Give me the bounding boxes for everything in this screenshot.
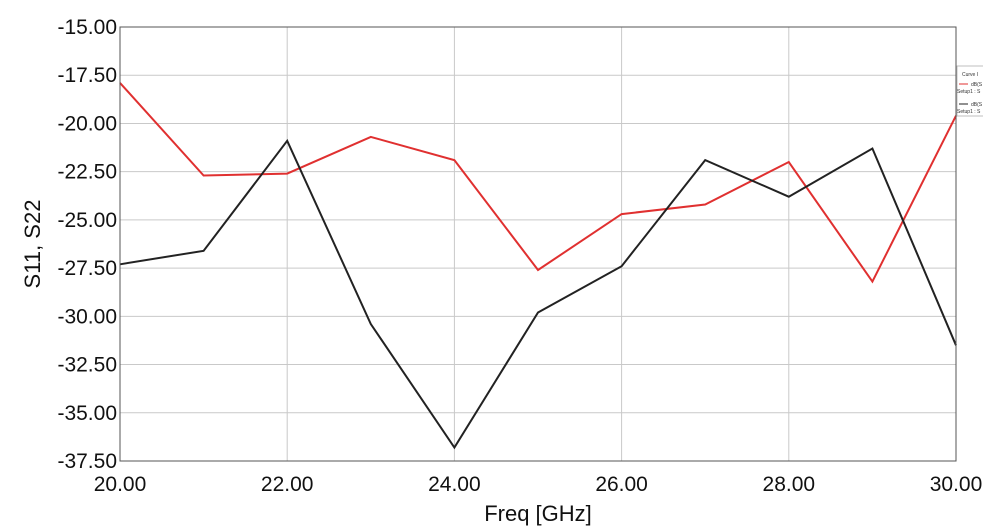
x-axis: 20.00 22.00 24.00 26.00 28.00 30.00 [94, 473, 983, 496]
y-tick-label: -35.00 [57, 402, 117, 425]
legend-label-1: dB(S [971, 82, 983, 88]
x-tick-label: 30.00 [930, 473, 983, 496]
series-layer [119, 82, 957, 450]
legend-box [956, 65, 983, 117]
y-tick-label: -37.50 [57, 450, 117, 473]
legend-title: Curve I [962, 72, 978, 78]
y-tick-label: -32.50 [57, 354, 117, 377]
y-tick-label: -25.00 [57, 209, 117, 232]
x-axis-label: Freq [GHz] [484, 501, 592, 526]
x-tick-label: 26.00 [595, 473, 648, 496]
legend-sublabel-2: Setup1 : S [957, 109, 981, 115]
series-line-1 [119, 82, 957, 284]
x-tick-label: 28.00 [763, 473, 816, 496]
legend: Curve I dB(S Setup1 : S dB(S Setup1 : S [956, 65, 983, 117]
grid [119, 26, 957, 462]
legend-label-2: dB(S [971, 102, 983, 108]
y-tick-label: -17.50 [57, 64, 117, 87]
y-tick-label: -20.00 [57, 112, 117, 135]
y-tick-label: -27.50 [57, 257, 117, 280]
y-tick-label: -22.50 [57, 161, 117, 184]
x-tick-label: 20.00 [94, 473, 147, 496]
y-axis-label: S11, S22 [20, 200, 45, 289]
x-tick-label: 24.00 [428, 473, 481, 496]
y-axis: -15.00 -17.50 -20.00 -22.50 -25.00 -27.50 -30.… [57, 16, 117, 473]
plot-frame [119, 26, 957, 462]
legend-sublabel-1: Setup1 : S [957, 89, 981, 95]
y-tick-label: -30.00 [57, 305, 117, 328]
x-tick-label: 22.00 [261, 473, 314, 496]
series-line-2 [119, 138, 957, 450]
y-tick-label: -15.00 [57, 16, 117, 39]
